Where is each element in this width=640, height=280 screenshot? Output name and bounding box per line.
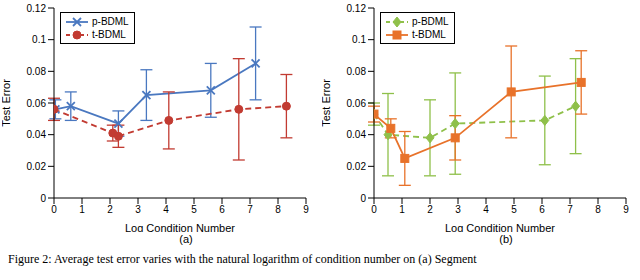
svg-text:0.08: 0.08 [27, 66, 47, 77]
svg-text:0: 0 [40, 193, 46, 204]
html-text:(a): (a) [179, 233, 193, 245]
html-text:(b): (b) [499, 233, 513, 245]
svg-text:4: 4 [483, 204, 489, 215]
svg-text:2: 2 [427, 204, 433, 215]
svg-text:3: 3 [135, 204, 141, 215]
svg-text:2: 2 [107, 204, 113, 215]
svg-text:0.06: 0.06 [347, 98, 367, 109]
svg-text:0.1: 0.1 [352, 34, 366, 45]
svg-text:3: 3 [455, 204, 461, 215]
svg-text:7: 7 [567, 204, 573, 215]
svg-text:0: 0 [51, 204, 57, 215]
svg-text:7: 7 [247, 204, 253, 215]
svg-text:0: 0 [360, 193, 366, 204]
svg-text:0.06: 0.06 [27, 98, 47, 109]
svg-text:0.04: 0.04 [27, 129, 47, 140]
svg-text:5: 5 [511, 204, 517, 215]
svg-text:9: 9 [623, 204, 629, 215]
html-text:p-BDML: p-BDML [92, 16, 129, 27]
html-text:t-BDML: t-BDML [92, 29, 126, 40]
svg-text:Test Error: Test Error [8, 79, 12, 127]
html-text:t-BDML: t-BDML [412, 29, 446, 40]
svg-text:0: 0 [371, 204, 377, 215]
svg-text:0.1: 0.1 [32, 34, 46, 45]
svg-text:4: 4 [163, 204, 169, 215]
html-text:Figure 2: Average test error v: Figure 2: Average test error varies with… [8, 252, 477, 266]
svg-text:Log Condition Number: Log Condition Number [445, 222, 555, 232]
svg-text:Log Condition Number: Log Condition Number [125, 222, 235, 232]
svg-text:9: 9 [303, 204, 309, 215]
svg-text:6: 6 [539, 204, 545, 215]
svg-text:1: 1 [399, 204, 405, 215]
svg-text:0.02: 0.02 [347, 161, 367, 172]
svg-text:1: 1 [79, 204, 85, 215]
svg-text:0.04: 0.04 [347, 129, 367, 140]
svg-text:6: 6 [219, 204, 225, 215]
svg-text:0.08: 0.08 [347, 66, 367, 77]
svg-text:0.12: 0.12 [27, 3, 47, 14]
svg-text:5: 5 [191, 204, 197, 215]
svg-text:8: 8 [595, 204, 601, 215]
svg-text:0.12: 0.12 [347, 3, 367, 14]
svg-text:Test Error: Test Error [322, 79, 332, 127]
html-text:p-BDML: p-BDML [412, 16, 449, 27]
svg-text:8: 8 [275, 204, 281, 215]
svg-text:0.02: 0.02 [27, 161, 47, 172]
